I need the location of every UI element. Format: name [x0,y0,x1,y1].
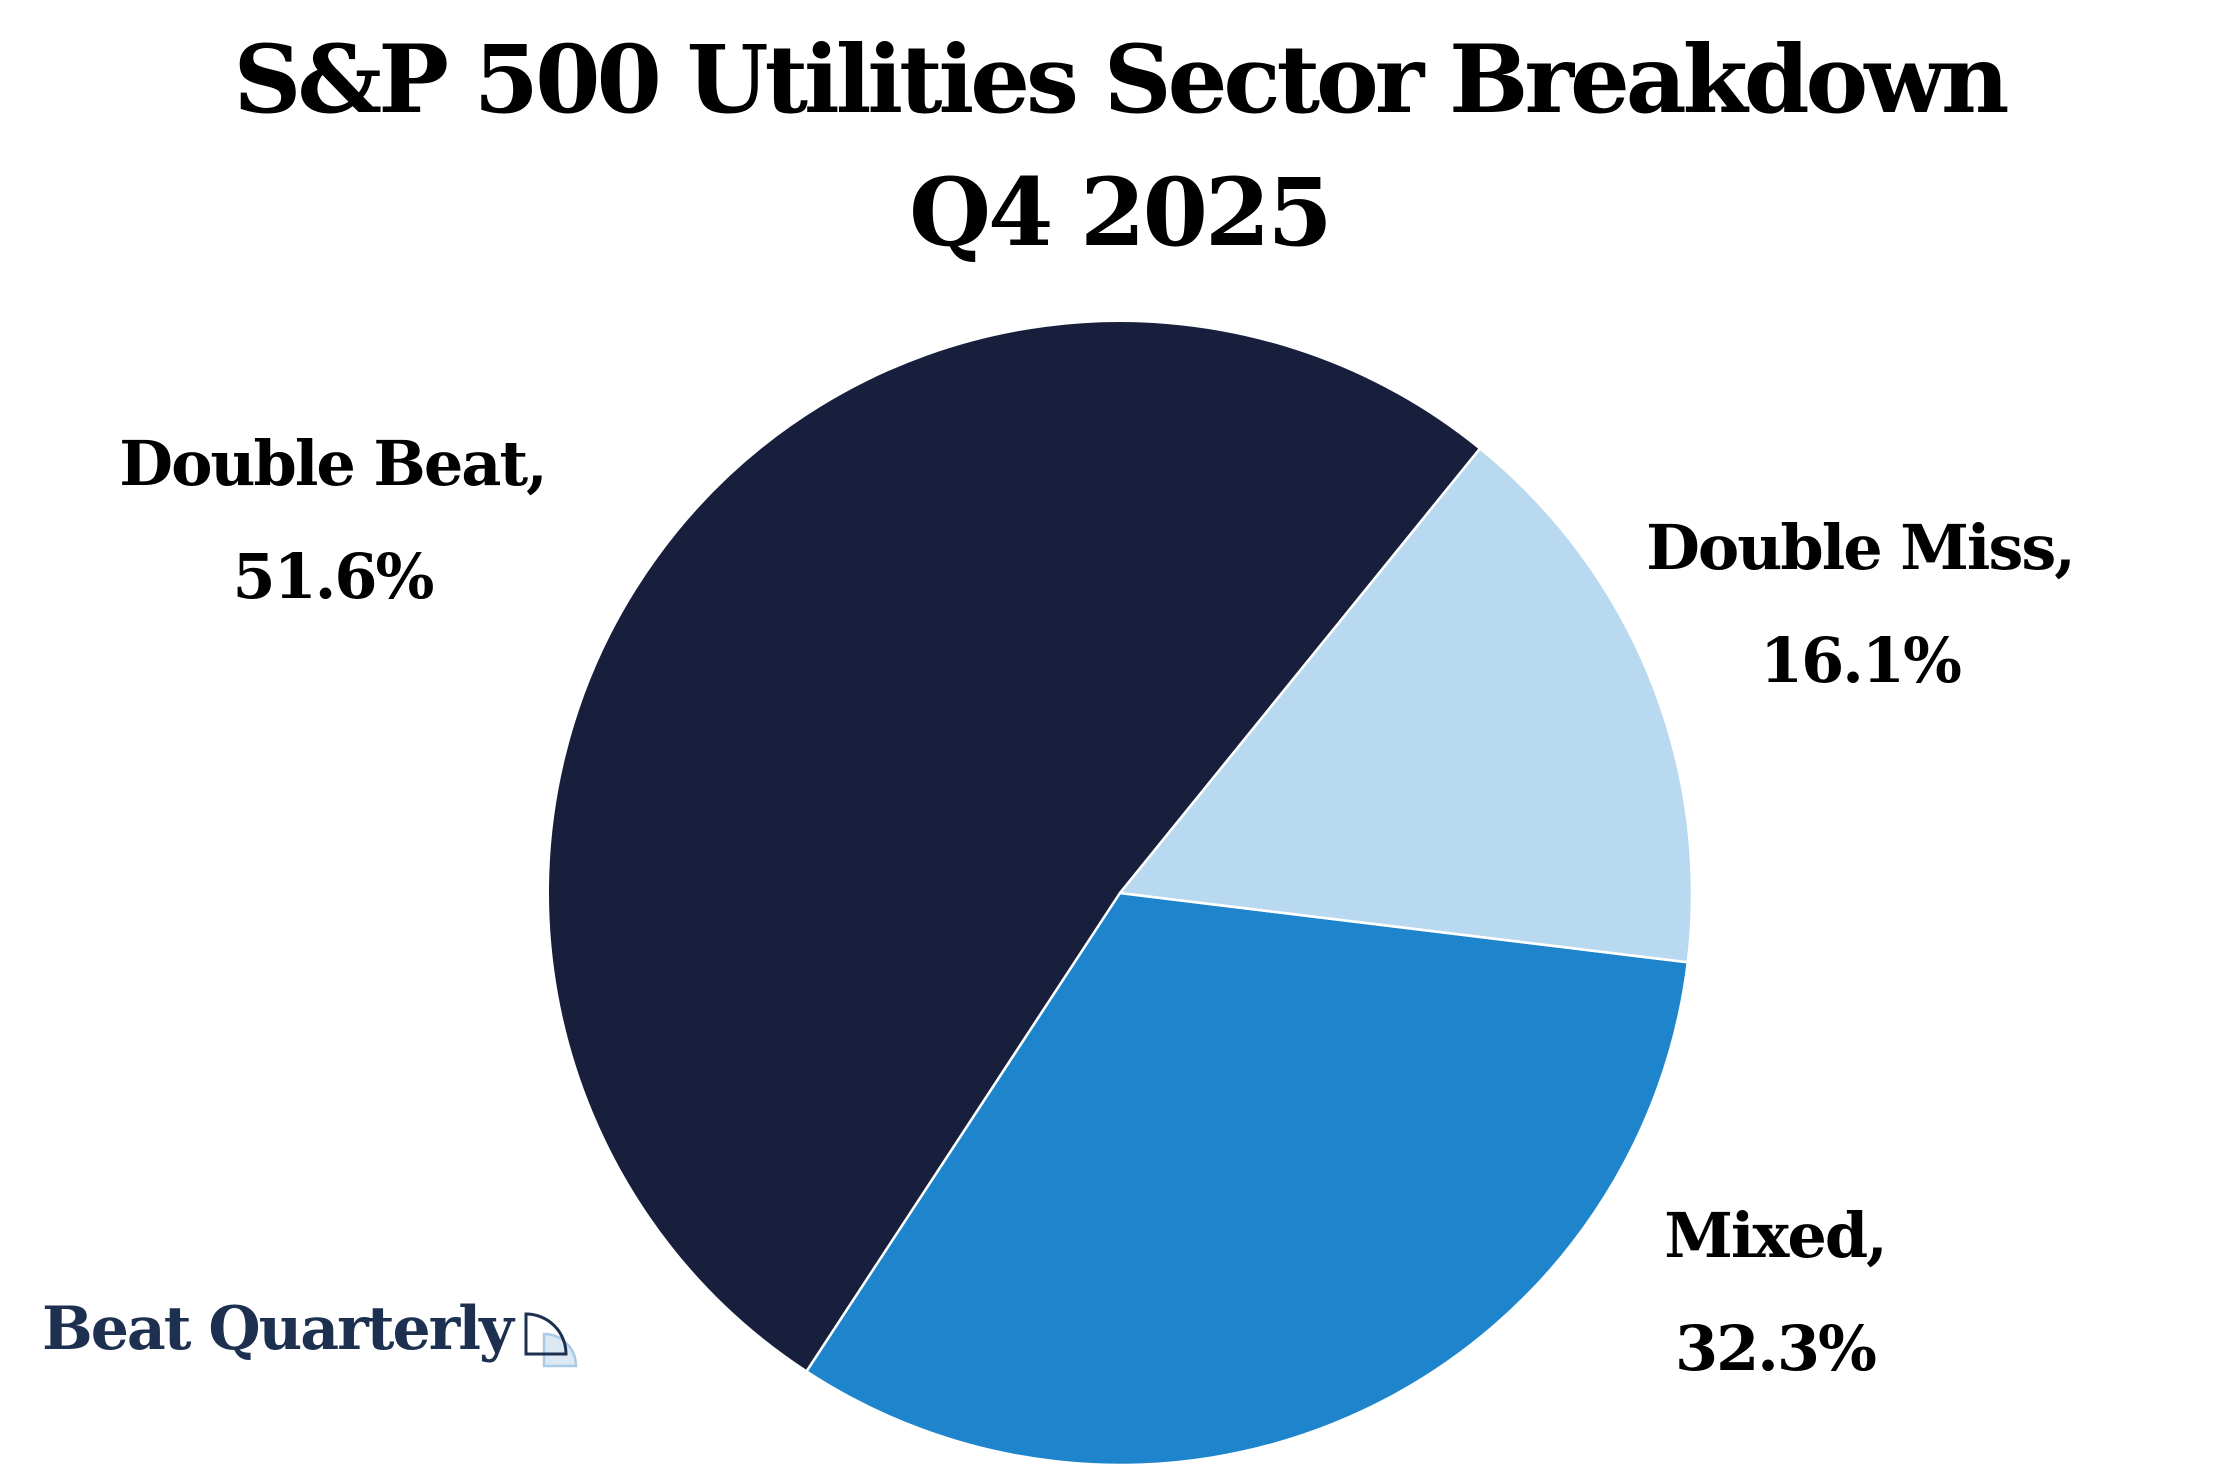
slice-label-double-beat: Double Beat, 51.6% [60,408,605,634]
pie-slice-double-miss [1118,447,1694,964]
brand-logo: Beat Quarterly [42,1294,590,1368]
chart-title-line2: Q4 2025 [909,158,1333,269]
slice-label-double-beat-pct: 51.6% [232,539,435,613]
chart-title: S&P 500 Utilities Sector Breakdown Q4 20… [0,14,2239,281]
pie-slice-mixed [805,891,1690,1467]
slice-label-double-miss-pct: 16.1% [1760,623,1962,697]
pie-slice-double-beat [546,319,1482,1373]
slice-label-mixed-name: Mixed, [1664,1199,1888,1272]
slice-label-double-miss-name: Double Miss, [1646,511,2076,584]
quarter-circle-outline [524,1312,568,1356]
logo-text: Beat Quarterly [42,1294,514,1364]
chart-title-line1: S&P 500 Utilities Sector Breakdown [233,25,2010,135]
slice-label-double-miss: Double Miss, 16.1% [1600,492,2120,718]
quarter-circle-icon [524,1312,578,1368]
slice-label-mixed: Mixed, 32.3% [1560,1180,1990,1406]
slice-label-mixed-pct: 32.3% [1675,1311,1877,1385]
slice-label-double-beat-name: Double Beat, [119,427,547,500]
quarter-circle-accent [542,1332,578,1368]
